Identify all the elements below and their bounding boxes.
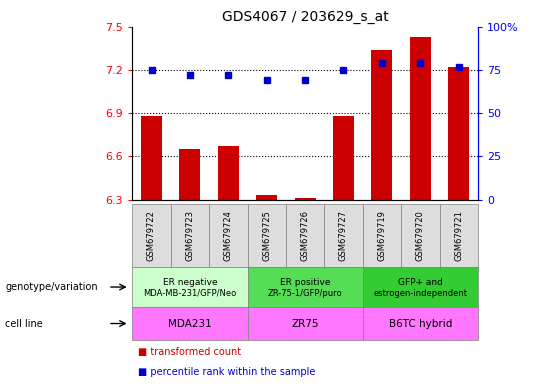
Text: GSM679719: GSM679719 xyxy=(377,210,387,261)
Bar xyxy=(179,149,200,200)
Text: GFP+ and: GFP+ and xyxy=(398,278,443,287)
Text: GSM679724: GSM679724 xyxy=(224,210,233,261)
Text: ■ transformed count: ■ transformed count xyxy=(138,347,241,357)
Text: GSM679720: GSM679720 xyxy=(416,210,425,261)
Text: genotype/variation: genotype/variation xyxy=(5,282,98,292)
Title: GDS4067 / 203629_s_at: GDS4067 / 203629_s_at xyxy=(222,10,388,25)
Text: ■ percentile rank within the sample: ■ percentile rank within the sample xyxy=(138,367,315,377)
Text: ZR75: ZR75 xyxy=(292,318,319,329)
Text: MDA-MB-231/GFP/Neo: MDA-MB-231/GFP/Neo xyxy=(143,289,237,298)
Bar xyxy=(333,116,354,200)
Text: ZR-75-1/GFP/puro: ZR-75-1/GFP/puro xyxy=(268,289,342,298)
Bar xyxy=(141,116,162,200)
Bar xyxy=(256,195,277,200)
Text: B6TC hybrid: B6TC hybrid xyxy=(389,318,452,329)
Text: GSM679727: GSM679727 xyxy=(339,210,348,261)
Text: estrogen-independent: estrogen-independent xyxy=(373,289,467,298)
Text: ER positive: ER positive xyxy=(280,278,330,287)
Text: GSM679725: GSM679725 xyxy=(262,210,271,261)
Text: MDA231: MDA231 xyxy=(168,318,212,329)
Bar xyxy=(294,198,316,200)
Text: GSM679726: GSM679726 xyxy=(301,210,309,261)
Bar xyxy=(372,50,393,200)
Text: ER negative: ER negative xyxy=(163,278,217,287)
Bar xyxy=(410,37,431,200)
Text: GSM679721: GSM679721 xyxy=(454,210,463,261)
Text: GSM679723: GSM679723 xyxy=(185,210,194,261)
Text: cell line: cell line xyxy=(5,318,43,329)
Text: GSM679722: GSM679722 xyxy=(147,210,156,261)
Bar xyxy=(218,146,239,200)
Bar xyxy=(448,67,469,200)
